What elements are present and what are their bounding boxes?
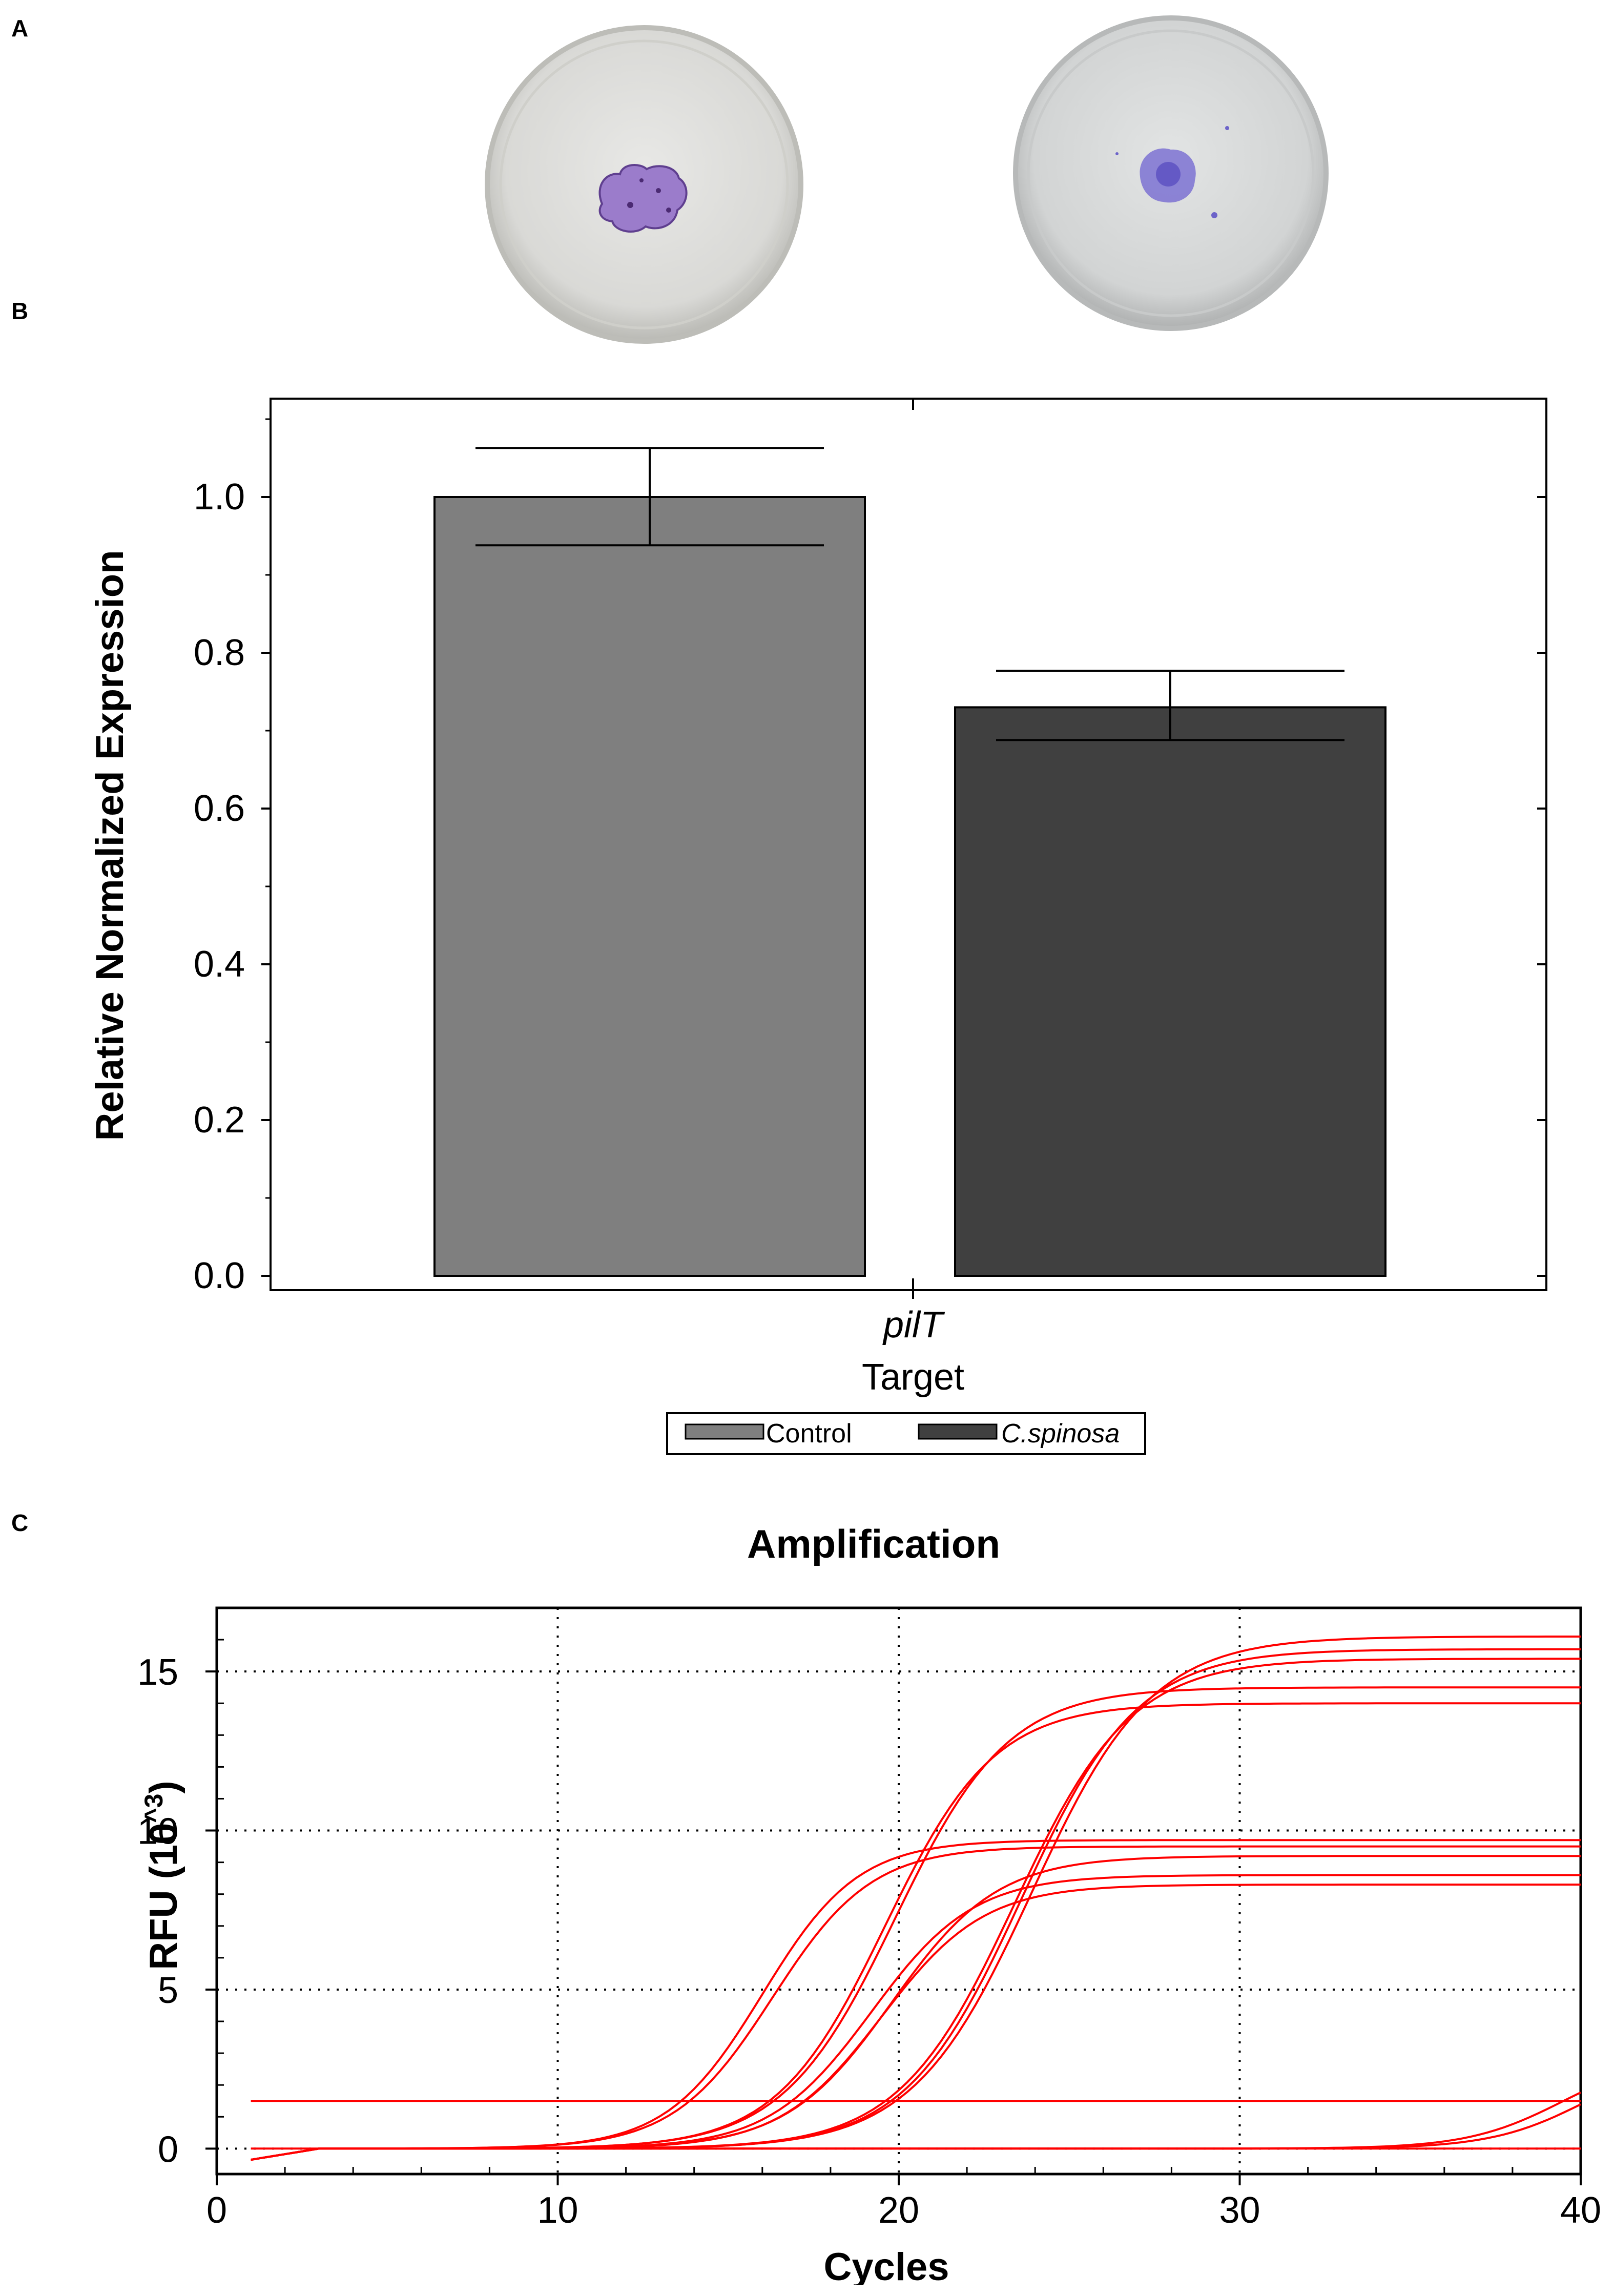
bar-chart: 0.0 0.2 0.4 0.6 0.8 1.0 Relative Normalized E… [88,398,1547,1455]
amp-x-tick-label: 20 [878,2190,919,2231]
amp-curve-5 [251,1874,1581,2161]
bar-y-tick-label: 0.4 [194,944,245,985]
amp-curve-9 [251,1636,1581,2161]
amp-curve-4 [251,1686,1581,2161]
petri-dish-right [1013,15,1329,331]
amp-y-tick-label: 0 [158,2129,178,2170]
amp-title: Amplification [747,1521,1000,1566]
amp-y-tick-label: 5 [158,1970,178,2011]
amp-curves [251,1636,1581,2161]
bar-cspinosa [954,706,1387,1277]
bar-plot-frame [270,398,1547,1291]
bar-y-tick-label: 0.0 [194,1255,245,1296]
amp-y-tick-label: 15 [137,1652,178,1693]
amp-curve-6 [251,1884,1581,2161]
legend-swatch-cspinosa [918,1423,998,1440]
amp-curve-2 [251,1845,1581,2161]
legend-swatch-control [685,1423,764,1440]
bar-y-tick-label: 0.8 [194,632,245,673]
bar-y-axis: 0.0 0.2 0.4 0.6 0.8 1.0 [194,399,1546,1299]
legend-label-control: Control [766,1419,852,1449]
amp-x-tick-label: 30 [1219,2190,1260,2231]
amp-curve-7 [251,1855,1581,2161]
panel-label-c: C [11,1509,29,1536]
amp-curve-1 [251,1839,1581,2161]
amp-x-axis-label: Cycles [823,2245,949,2285]
bar-control [433,496,866,1277]
biofilm-stain-left [598,163,688,233]
panel-label-b: B [11,298,29,324]
amplification-chart: Amplification 0 10 20 30 40 0 5 10 15 RFU (10^3)… [137,1521,1601,2285]
bar-series [433,447,1387,1277]
petri-dish-left [485,25,803,344]
amp-curve-3 [251,1702,1581,2161]
amp-x-tick-label: 0 [206,2190,227,2231]
amp-y-axis-label: RFU (10^3) [139,1781,185,1970]
bar-y-tick-label: 0.2 [194,1100,245,1141]
bar-y-axis-label: Relative Normalized Expression [88,550,132,1141]
amp-y-tick-label: 10 [137,1811,178,1852]
bar-legend: Control C.spinosa [666,1412,1146,1455]
bar-y-tick-label: 1.0 [194,477,245,518]
amp-x-tick-label: 40 [1560,2190,1601,2231]
panel-label-a: A [11,15,29,42]
amp-axes: 0 10 20 30 40 0 5 10 15 [137,1639,1601,2231]
bar-x-axis-label: Target [862,1357,964,1398]
bar-category-label: pilT [882,1305,945,1346]
bar-y-tick-label: 0.6 [194,788,245,829]
amp-gridlines [217,1608,1581,2174]
amp-late-rise-1 [251,2092,1581,2161]
petri-dish-photos [485,15,1329,344]
legend-label-cspinosa: C.spinosa [1001,1419,1120,1449]
amp-late-rise-2 [251,2103,1581,2161]
amp-x-tick-label: 10 [537,2190,578,2231]
